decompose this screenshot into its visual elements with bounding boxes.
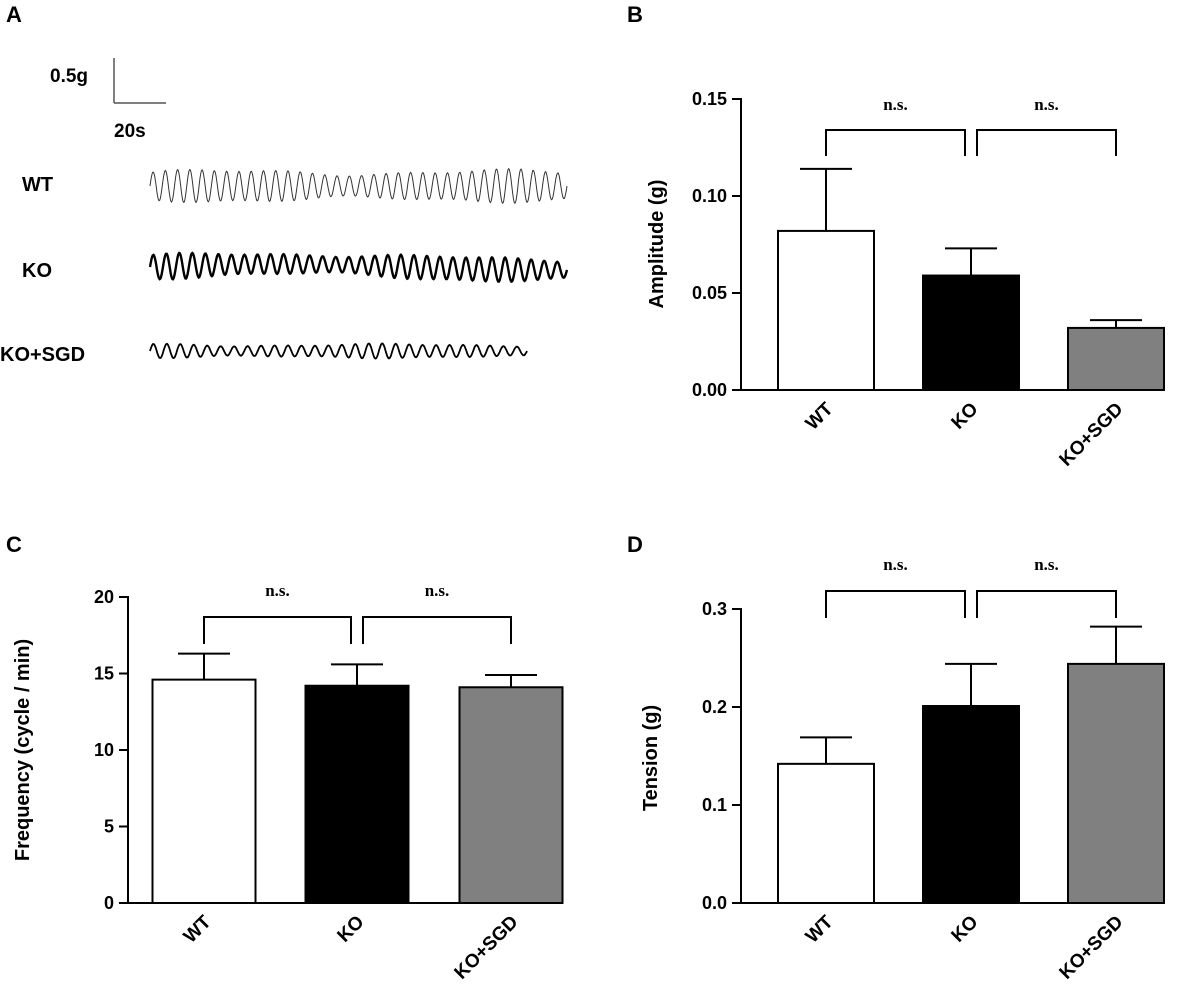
panel-letter-a: A — [6, 2, 22, 27]
y-tick-label: 0.15 — [692, 89, 727, 109]
trace-ko — [148, 251, 569, 284]
category-label-ko-sgd: KO+SGD — [1056, 912, 1128, 984]
y-axis-title: Tension (g) — [640, 705, 662, 811]
significance-bracket — [825, 590, 966, 618]
y-tick-label: 0.2 — [702, 697, 727, 717]
category-label-ko: KO — [948, 399, 983, 434]
significance-label: n.s. — [1034, 95, 1059, 114]
bar-ko-sgd — [1067, 326, 1165, 392]
bar-wt — [777, 762, 875, 905]
y-tick-label: 0.00 — [692, 380, 727, 400]
panel-a: A 0.5g 20s WT KO KO+SGD — [0, 2, 569, 366]
scale-bar-vertical-label: 0.5g — [50, 66, 88, 87]
y-tick-label: 0.10 — [692, 186, 727, 206]
trace-label-ko: KO — [22, 260, 52, 282]
bar-ko — [922, 705, 1020, 905]
category-label-ko-sgd: KO+SGD — [1056, 399, 1128, 471]
scale-bar-horizontal-label: 20s — [114, 121, 146, 142]
category-label-ko: KO — [334, 912, 369, 947]
significance-bracket — [825, 129, 966, 156]
category-label-wt: WT — [802, 398, 838, 434]
bar-wt — [151, 678, 257, 904]
y-tick-label: 0.3 — [702, 599, 727, 619]
panel-letter-d: D — [627, 532, 643, 557]
y-tick-label: 15 — [94, 664, 114, 684]
trace-ko-sgd — [149, 342, 528, 360]
category-label-ko-sgd: KO+SGD — [451, 912, 523, 984]
category-label-wt: WT — [180, 911, 216, 947]
significance-label: n.s. — [265, 581, 290, 600]
significance-bracket — [203, 616, 352, 644]
trace-wt — [149, 167, 568, 205]
y-tick-label: 0.1 — [702, 795, 727, 815]
significance-bracket — [976, 129, 1117, 156]
y-tick-label: 0.0 — [702, 893, 727, 913]
significance-label: n.s. — [883, 555, 908, 574]
significance-bracket — [362, 616, 512, 644]
scale-bar: 0.5g 20s — [50, 58, 166, 142]
y-axis-title: Amplitude (g) — [646, 180, 668, 309]
y-tick-label: 0 — [104, 893, 114, 913]
panel-letter-b: B — [627, 2, 643, 27]
y-tick-label: 5 — [104, 817, 114, 837]
chart-c: C Frequency (cycle / min) 0 5 10 15 20 n.s. n… — [6, 532, 564, 984]
chart-d: D Tension (g) 0.0 0.1 0.2 0.3 n.s. n.s. WT KO… — [627, 532, 1165, 984]
category-label-ko: KO — [948, 912, 983, 947]
bar-ko — [922, 274, 1020, 392]
bar-ko — [304, 684, 410, 904]
bar-wt — [777, 229, 875, 391]
significance-label: n.s. — [425, 581, 450, 600]
y-tick-label: 20 — [94, 587, 114, 607]
category-label-wt: WT — [802, 911, 838, 947]
significance-label: n.s. — [883, 95, 908, 114]
trace-label-ko-sgd: KO+SGD — [0, 344, 85, 366]
y-axis-title: Frequency (cycle / min) — [12, 639, 34, 861]
chart-b: B Amplitude (g) 0.00 0.05 0.10 0.15 n.s. n.s… — [627, 2, 1165, 471]
bar-ko-sgd — [458, 686, 564, 905]
significance-bracket — [976, 590, 1117, 618]
y-tick-label: 10 — [94, 740, 114, 760]
y-tick-label: 0.05 — [692, 283, 727, 303]
panel-letter-c: C — [6, 532, 22, 557]
bar-ko-sgd — [1067, 662, 1165, 904]
significance-label: n.s. — [1034, 555, 1059, 574]
trace-label-wt: WT — [22, 174, 53, 196]
